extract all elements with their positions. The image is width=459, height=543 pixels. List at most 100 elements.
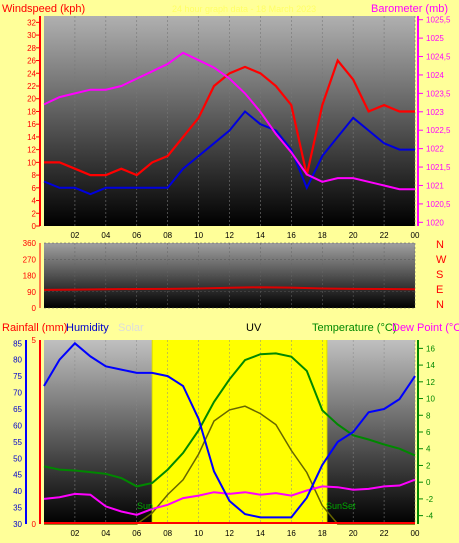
x-tick-label: 08	[163, 529, 172, 538]
wind-tick-label: 22	[27, 82, 36, 91]
compass-letter: N	[436, 239, 444, 251]
x-tick-label: 02	[70, 231, 79, 240]
direction-series-line	[43, 286, 416, 291]
barometer-y-ticks: 1020 1020,5 1021 1021,5 1022 1022,5 1023 1023,5…	[418, 16, 451, 227]
temperature-tick-label: -2	[426, 495, 434, 504]
x-tick-label: 14	[256, 529, 265, 538]
barometer-tick-label: 1025,5	[426, 16, 451, 25]
gust-series-line	[44, 58, 415, 177]
humidity-tick-label: 75	[13, 372, 22, 381]
x-tick-label: 04	[101, 529, 110, 538]
humidity-tick-label: 35	[13, 504, 22, 513]
x-ticks-top: 02 04 06 08 10 12 14 16 18 20 22 00	[70, 231, 420, 240]
wind-tick-label: 18	[27, 107, 36, 116]
humidity-tick-label: 40	[13, 487, 22, 496]
temperature-y-ticks: -4 -2 0 2 4 6 8 10 12 14 16	[418, 344, 435, 521]
rain-y-ticks: 05	[32, 336, 37, 529]
barometer-tick-label: 1020,5	[426, 200, 451, 209]
humidity-series-line	[43, 341, 416, 519]
x-tick-label: 00	[411, 231, 420, 240]
compass-letter: S	[436, 269, 443, 281]
barometer-tick-label: 1025	[426, 34, 444, 43]
barometer-tick-label: 1020	[426, 218, 444, 227]
barometer-tick-label: 1022,5	[426, 126, 451, 135]
temperature-tick-label: 0	[426, 478, 431, 487]
wind-tick-label: 24	[27, 69, 36, 78]
humidity-tick-label: 50	[13, 454, 22, 463]
compass-letter: N	[436, 299, 444, 311]
x-tick-label: 20	[349, 231, 358, 240]
humidity-tick-label: 65	[13, 405, 22, 414]
temperature-tick-label: 6	[426, 428, 431, 437]
dewpoint-axis-title: Dew Point (°C)	[392, 322, 459, 334]
barometer-tick-label: 1021,5	[426, 163, 451, 172]
humidity-tick-label: 30	[13, 520, 22, 529]
sunset-label: SunSet	[326, 501, 356, 511]
direction-tick-label: 180	[23, 272, 37, 281]
temperature-tick-label: -4	[426, 512, 434, 521]
x-tick-label: 00	[411, 529, 420, 538]
x-tick-label: 16	[287, 529, 296, 538]
x-tick-label: 14	[256, 231, 265, 240]
barometer-tick-label: 1022	[426, 145, 444, 154]
x-tick-label: 10	[194, 529, 203, 538]
humidity-tick-label: 85	[13, 339, 22, 348]
x-tick-label: 06	[132, 231, 141, 240]
humidity-axis-title: Humidity	[66, 322, 109, 334]
wind-tick-label: 20	[27, 95, 36, 104]
climate-series	[43, 341, 416, 525]
temperature-tick-label: 8	[426, 411, 431, 420]
wind-tick-label: 8	[32, 171, 37, 180]
direction-series	[43, 286, 416, 291]
wind-tick-label: 0	[32, 222, 37, 231]
rain-tick-label: 0	[32, 520, 37, 529]
x-tick-label: 20	[349, 529, 358, 538]
x-tick-label: 12	[225, 529, 234, 538]
wind-tick-label: 6	[32, 184, 37, 193]
direction-tick-label: 90	[27, 288, 36, 297]
direction-grid	[44, 242, 416, 309]
x-tick-label: 02	[70, 529, 79, 538]
wind-tick-label: 2	[32, 209, 37, 218]
humidity-tick-label: 60	[13, 421, 22, 430]
x-tick-label: 22	[380, 529, 389, 538]
temperature-axis-title: Temperature (°C)	[312, 322, 396, 334]
x-tick-label: 10	[194, 231, 203, 240]
sunrise-label: Sun	[137, 501, 153, 511]
wind-grid	[74, 16, 416, 226]
wind-series	[43, 51, 415, 196]
direction-tick-label: 0	[32, 304, 37, 313]
x-ticks-bottom: 02 04 06 08 10 12 14 16 18 20 22 00	[70, 529, 420, 538]
humidity-y-ticks: 30 35 40 45 50 55 60 65 70 75 80 85	[13, 339, 22, 529]
barometer-tick-label: 1024,5	[426, 53, 451, 62]
wind-tick-label: 10	[27, 158, 36, 167]
humidity-tick-label: 55	[13, 438, 22, 447]
rain-axis-title: Rainfall (mm)	[2, 322, 67, 334]
wind-tick-label: 26	[27, 57, 36, 66]
temperature-tick-label: 10	[426, 395, 435, 404]
graph-subtitle: 24 hour graph data - 18 March 2023	[172, 4, 316, 14]
x-tick-label: 08	[163, 231, 172, 240]
dewpoint-series-line	[43, 478, 416, 516]
x-tick-label: 04	[101, 231, 110, 240]
solar-axis-title: Solar	[118, 322, 144, 334]
wind-tick-label: 16	[27, 120, 36, 129]
average-wind-series-line	[43, 110, 415, 196]
x-tick-label: 16	[287, 231, 296, 240]
x-tick-label: 22	[380, 231, 389, 240]
temperature-series-line	[43, 352, 416, 488]
climate-grid	[74, 340, 416, 524]
temperature-tick-label: 2	[426, 461, 431, 470]
temperature-tick-label: 14	[426, 361, 435, 370]
direction-tick-label: 360	[23, 239, 37, 248]
barometer-tick-label: 1023,5	[426, 89, 451, 98]
barometer-tick-label: 1024	[426, 71, 444, 80]
x-tick-label: 18	[318, 231, 327, 240]
x-tick-label: 12	[225, 231, 234, 240]
direction-y-ticks: 0 90 180 270 360	[23, 239, 37, 313]
humidity-tick-label: 70	[13, 389, 22, 398]
wind-axis-title: Windspeed (kph)	[2, 3, 85, 15]
